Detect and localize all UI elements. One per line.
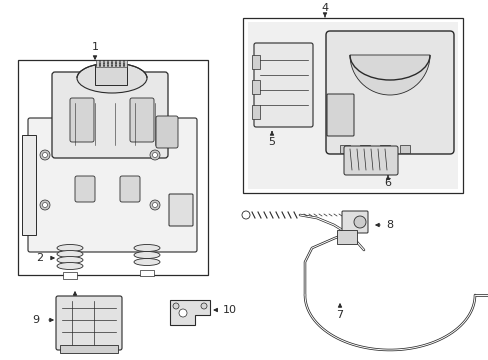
Bar (359, 145, 369, 153)
Bar (251, 80, 260, 94)
Text: 1: 1 (91, 42, 98, 52)
Circle shape (179, 309, 186, 317)
Circle shape (42, 202, 47, 207)
Bar (63, 272, 77, 279)
Text: 6: 6 (384, 178, 391, 188)
FancyBboxPatch shape (325, 31, 453, 154)
Circle shape (173, 303, 179, 309)
Bar (247, 22, 457, 189)
FancyBboxPatch shape (169, 194, 193, 226)
Text: 8: 8 (386, 220, 393, 230)
Ellipse shape (57, 244, 83, 252)
Polygon shape (170, 300, 209, 325)
Bar (339, 145, 349, 153)
Text: 2: 2 (37, 253, 43, 263)
Text: 7: 7 (336, 310, 343, 320)
Ellipse shape (57, 262, 83, 270)
FancyBboxPatch shape (343, 146, 397, 175)
Bar (243, 18, 462, 193)
Wedge shape (349, 55, 429, 95)
FancyBboxPatch shape (52, 72, 168, 158)
Ellipse shape (57, 251, 83, 257)
Text: 4: 4 (321, 3, 328, 13)
Bar (251, 55, 260, 69)
Ellipse shape (134, 244, 160, 252)
Text: 10: 10 (223, 305, 237, 315)
Circle shape (353, 216, 365, 228)
FancyBboxPatch shape (56, 296, 122, 350)
Bar (251, 105, 260, 119)
FancyBboxPatch shape (156, 116, 178, 148)
Bar (100, 60, 102, 67)
FancyBboxPatch shape (253, 43, 312, 127)
Bar (96, 60, 98, 67)
Bar (399, 145, 409, 153)
Bar (120, 60, 122, 67)
Ellipse shape (134, 258, 160, 266)
Bar (104, 60, 106, 67)
FancyBboxPatch shape (120, 176, 140, 202)
FancyBboxPatch shape (326, 94, 353, 136)
Bar (124, 60, 126, 67)
Bar (336, 230, 356, 244)
Circle shape (201, 303, 206, 309)
Circle shape (42, 153, 47, 158)
Bar (116, 60, 118, 67)
Circle shape (152, 153, 157, 158)
Text: 3: 3 (71, 300, 79, 310)
FancyBboxPatch shape (341, 211, 367, 233)
Circle shape (150, 150, 160, 160)
Circle shape (242, 211, 249, 219)
FancyBboxPatch shape (28, 118, 197, 252)
Bar (95, 65, 127, 85)
Ellipse shape (77, 63, 147, 93)
Circle shape (40, 200, 50, 210)
Text: 5: 5 (268, 137, 275, 147)
Bar (112, 60, 114, 67)
Circle shape (40, 150, 50, 160)
Bar (18, 60, 207, 275)
Bar (379, 145, 389, 153)
Circle shape (150, 200, 160, 210)
Text: 9: 9 (32, 315, 40, 325)
Circle shape (152, 202, 157, 207)
Bar (140, 270, 154, 276)
Bar (60, 345, 118, 353)
Ellipse shape (134, 252, 160, 258)
FancyBboxPatch shape (70, 98, 94, 142)
Bar (108, 60, 110, 67)
FancyBboxPatch shape (130, 98, 154, 142)
Bar (22, 135, 36, 235)
FancyBboxPatch shape (75, 176, 95, 202)
Ellipse shape (57, 256, 83, 264)
